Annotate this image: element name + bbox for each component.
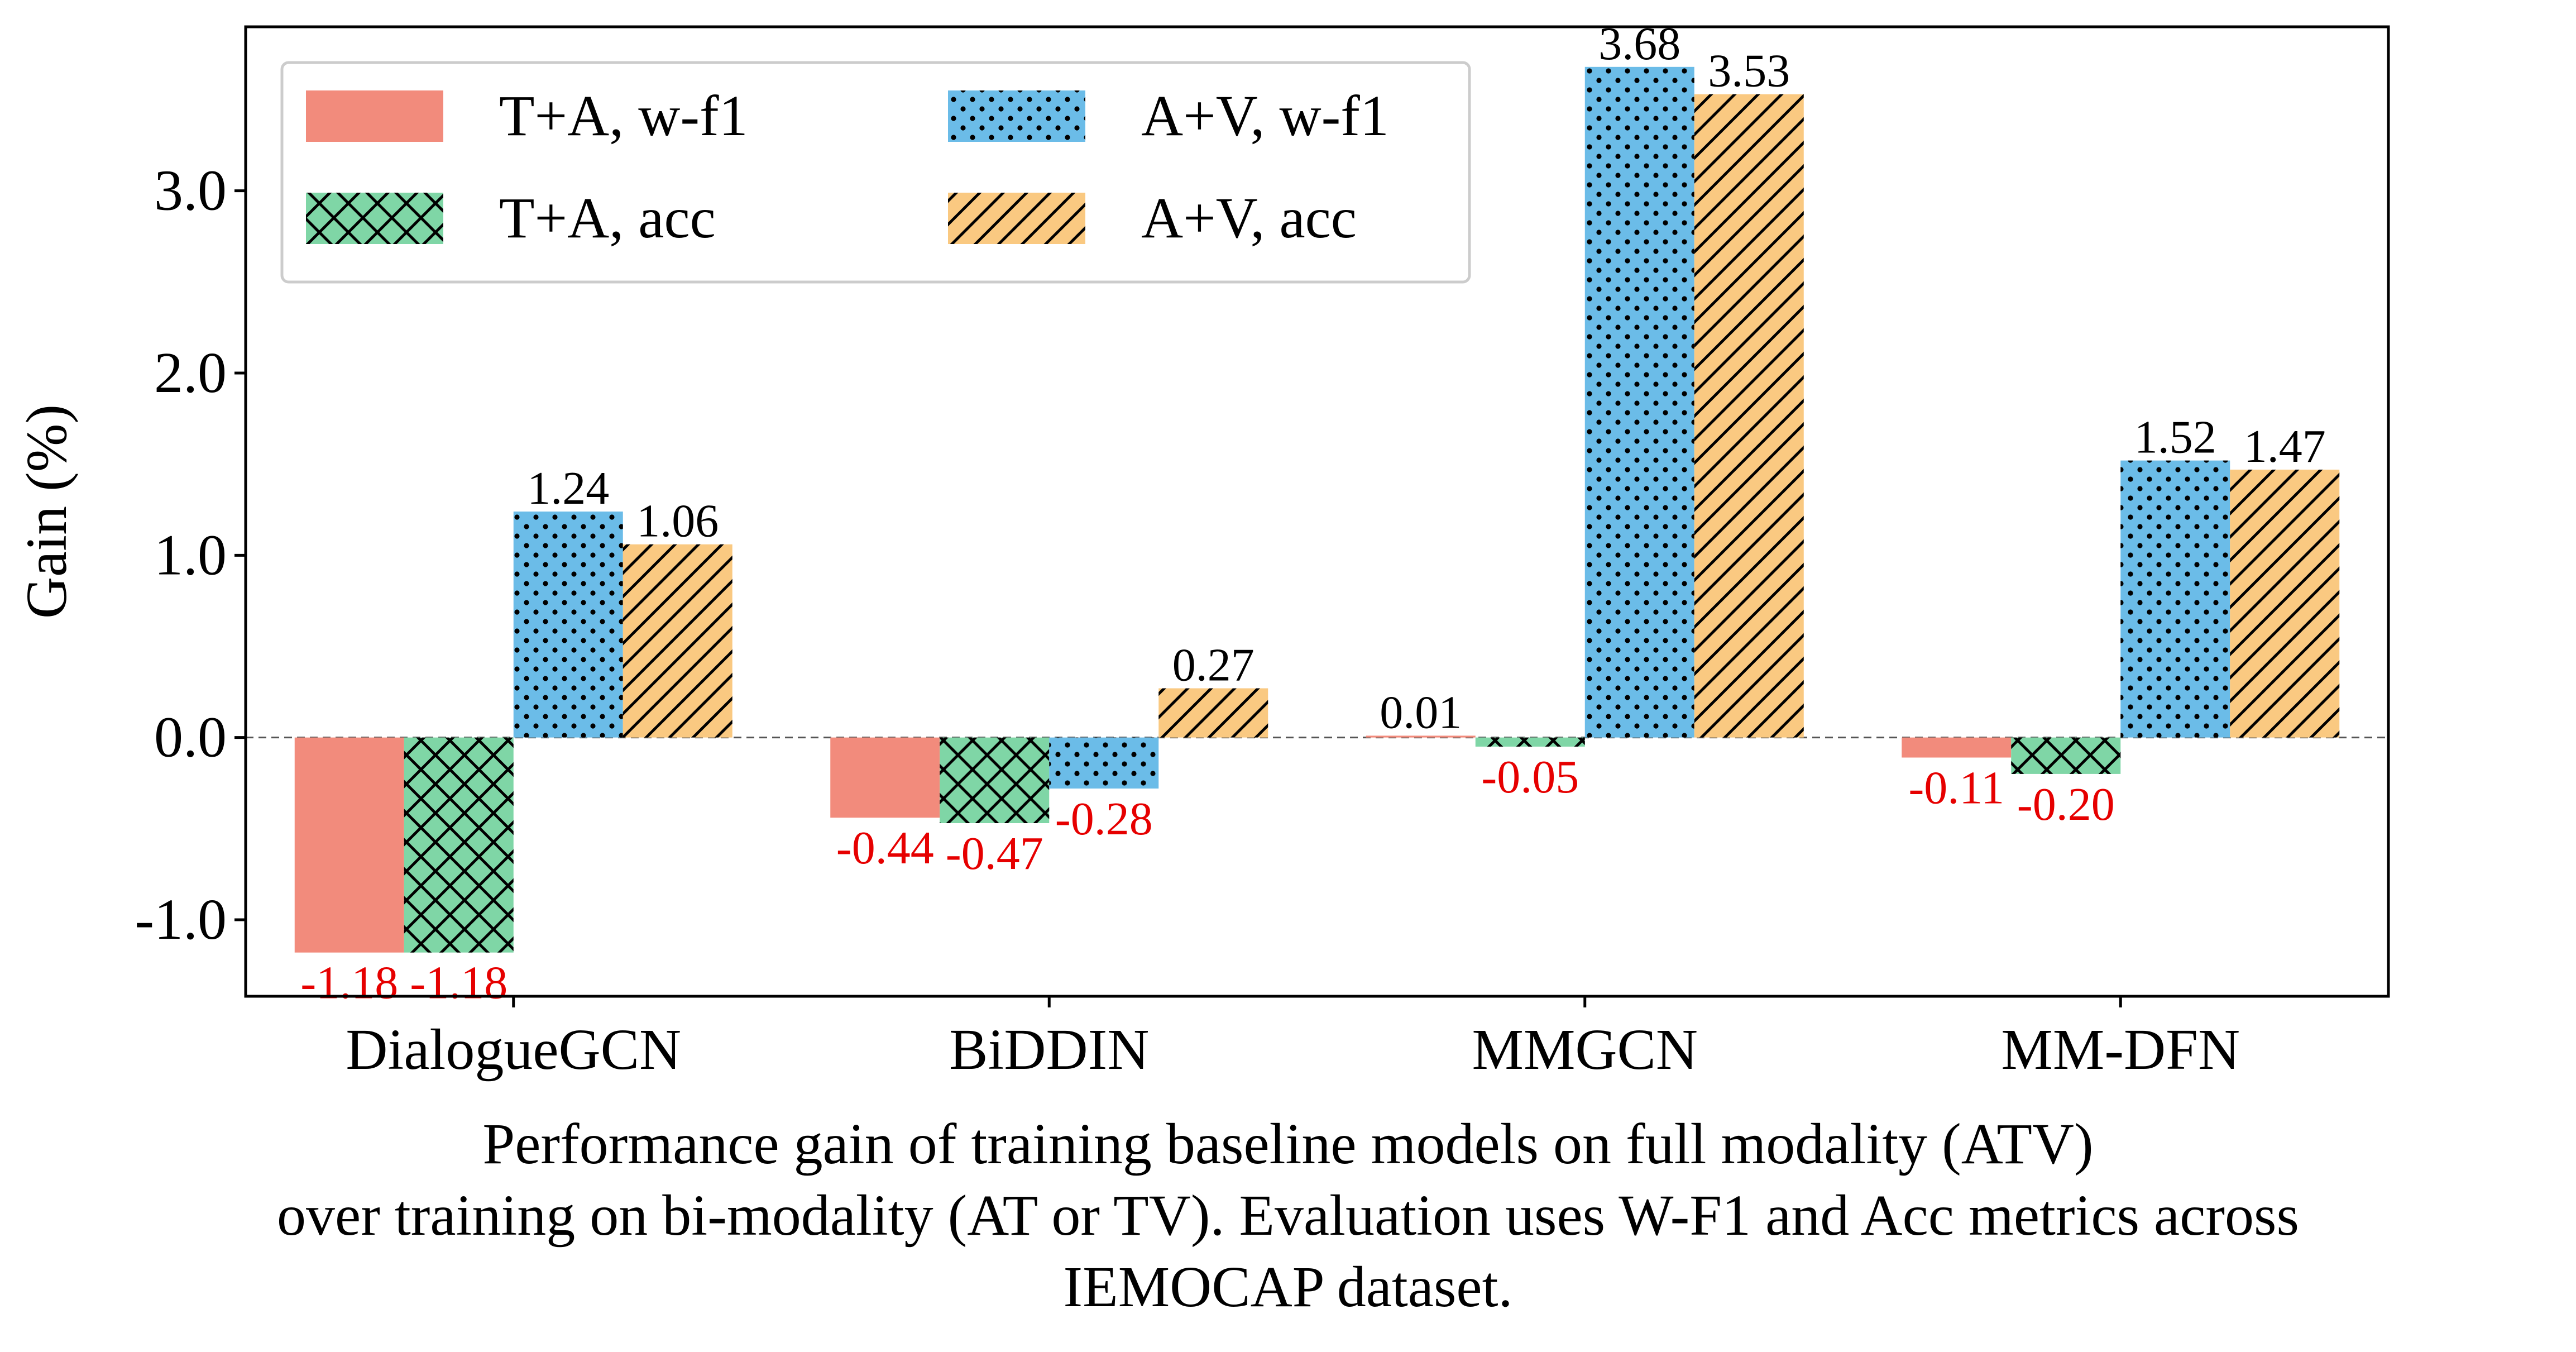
legend-label-a-v-acc: A+V, acc xyxy=(1141,186,1357,250)
bar-t-a-w-f1-mm-dfn xyxy=(1902,737,2012,758)
data-label-t-a-acc-dialoguegcn: -1.18 xyxy=(410,957,507,1009)
bar-t-a-acc-biddin-pattern xyxy=(940,737,1050,823)
y-tick-label: 1.0 xyxy=(154,523,227,587)
data-label-t-a-acc-mmgcn: -0.05 xyxy=(1481,751,1579,803)
data-label-a-v-w-f1-mm-dfn: 1.52 xyxy=(2134,412,2216,464)
x-tick-label-dialoguegcn: DialogueGCN xyxy=(346,1017,681,1082)
legend-frame xyxy=(280,61,1471,284)
bar-t-a-acc-dialoguegcn-pattern xyxy=(404,737,514,953)
x-tick-label-mm-dfn: MM-DFN xyxy=(2001,1017,2240,1082)
bar-a-v-acc-mm-dfn-pattern xyxy=(2230,469,2340,738)
legend-swatch-t-a-w-f1 xyxy=(306,90,443,142)
caption-line-2: over training on bi-modality (AT or TV).… xyxy=(277,1183,2299,1248)
y-tick-label: 2.0 xyxy=(154,341,227,405)
bar-a-v-acc-mmgcn-pattern xyxy=(1694,94,1804,738)
bar-a-v-w-f1-dialoguegcn-pattern xyxy=(513,512,623,738)
bar-chart: -1.18 -0.44 0.01 -0.11 -1.18 -0.47 -0.05 -0.20 1… xyxy=(15,18,2390,1082)
y-axis-label: Gain (%) xyxy=(15,404,79,619)
data-label-t-a-w-f1-mm-dfn: -0.11 xyxy=(1908,762,2004,814)
data-label-t-a-w-f1-mmgcn: 0.01 xyxy=(1380,686,1462,738)
bar-a-v-w-f1-mm-dfn-pattern xyxy=(2120,460,2230,738)
bar-t-a-w-f1-dialoguegcn xyxy=(294,737,404,953)
x-tick-label-biddin: BiDDIN xyxy=(949,1017,1149,1082)
legend-swatch-pattern-t-a-acc xyxy=(306,193,443,244)
legend-label-a-v-w-f1: A+V, w-f1 xyxy=(1141,84,1389,148)
bar-a-v-w-f1-biddin-pattern xyxy=(1049,737,1159,789)
data-label-t-a-w-f1-dialoguegcn: -1.18 xyxy=(300,957,398,1009)
bar-t-a-w-f1-biddin xyxy=(830,737,940,818)
y-tick-label: -1.0 xyxy=(135,887,227,952)
data-label-t-a-acc-mm-dfn: -0.20 xyxy=(2017,778,2115,830)
data-label-t-a-w-f1-biddin: -0.44 xyxy=(836,822,934,874)
plot-area: -1.18 -0.44 0.01 -0.11 -1.18 -0.47 -0.05 -0.20 1… xyxy=(15,18,2390,1082)
caption-line-3: IEMOCAP dataset. xyxy=(1063,1255,1513,1319)
bar-t-a-acc-mm-dfn-pattern xyxy=(2011,737,2121,774)
bar-t-a-acc-mmgcn-pattern xyxy=(1475,737,1585,747)
data-label-t-a-acc-biddin: -0.47 xyxy=(946,828,1043,880)
data-label-a-v-acc-mm-dfn: 1.47 xyxy=(2244,421,2326,472)
y-tick-label: 0.0 xyxy=(154,705,227,770)
data-label-a-v-w-f1-biddin: -0.28 xyxy=(1055,793,1153,845)
bar-a-v-acc-biddin-pattern xyxy=(1158,688,1268,738)
y-tick-label: 3.0 xyxy=(154,159,227,223)
axes-frame xyxy=(244,25,2390,998)
bar-t-a-w-f1-mmgcn xyxy=(1366,735,1476,738)
legend-swatch-pattern-a-v-acc xyxy=(948,193,1085,244)
legend-label-t-a-w-f1: T+A, w-f1 xyxy=(499,84,748,148)
figure-caption: Performance gain of training baseline mo… xyxy=(0,1109,2576,1323)
legend: T+A, w-f1 T+A, acc A+V, w-f1 A+V, acc xyxy=(280,61,1471,284)
bar-a-v-w-f1-mmgcn-pattern xyxy=(1584,66,1694,738)
bar-a-v-acc-dialoguegcn-pattern xyxy=(623,544,732,738)
data-label-a-v-acc-dialoguegcn: 1.06 xyxy=(636,495,719,547)
data-label-a-v-w-f1-dialoguegcn: 1.24 xyxy=(527,462,609,514)
data-label-a-v-acc-biddin: 0.27 xyxy=(1172,639,1255,691)
legend-swatch-pattern-a-v-w-f1 xyxy=(948,90,1085,142)
data-label-a-v-acc-mmgcn: 3.53 xyxy=(1708,45,1790,97)
caption-line-1: Performance gain of training baseline mo… xyxy=(482,1112,2094,1176)
x-tick-label-mmgcn: MMGCN xyxy=(1472,1017,1698,1082)
legend-label-t-a-acc: T+A, acc xyxy=(499,186,716,250)
